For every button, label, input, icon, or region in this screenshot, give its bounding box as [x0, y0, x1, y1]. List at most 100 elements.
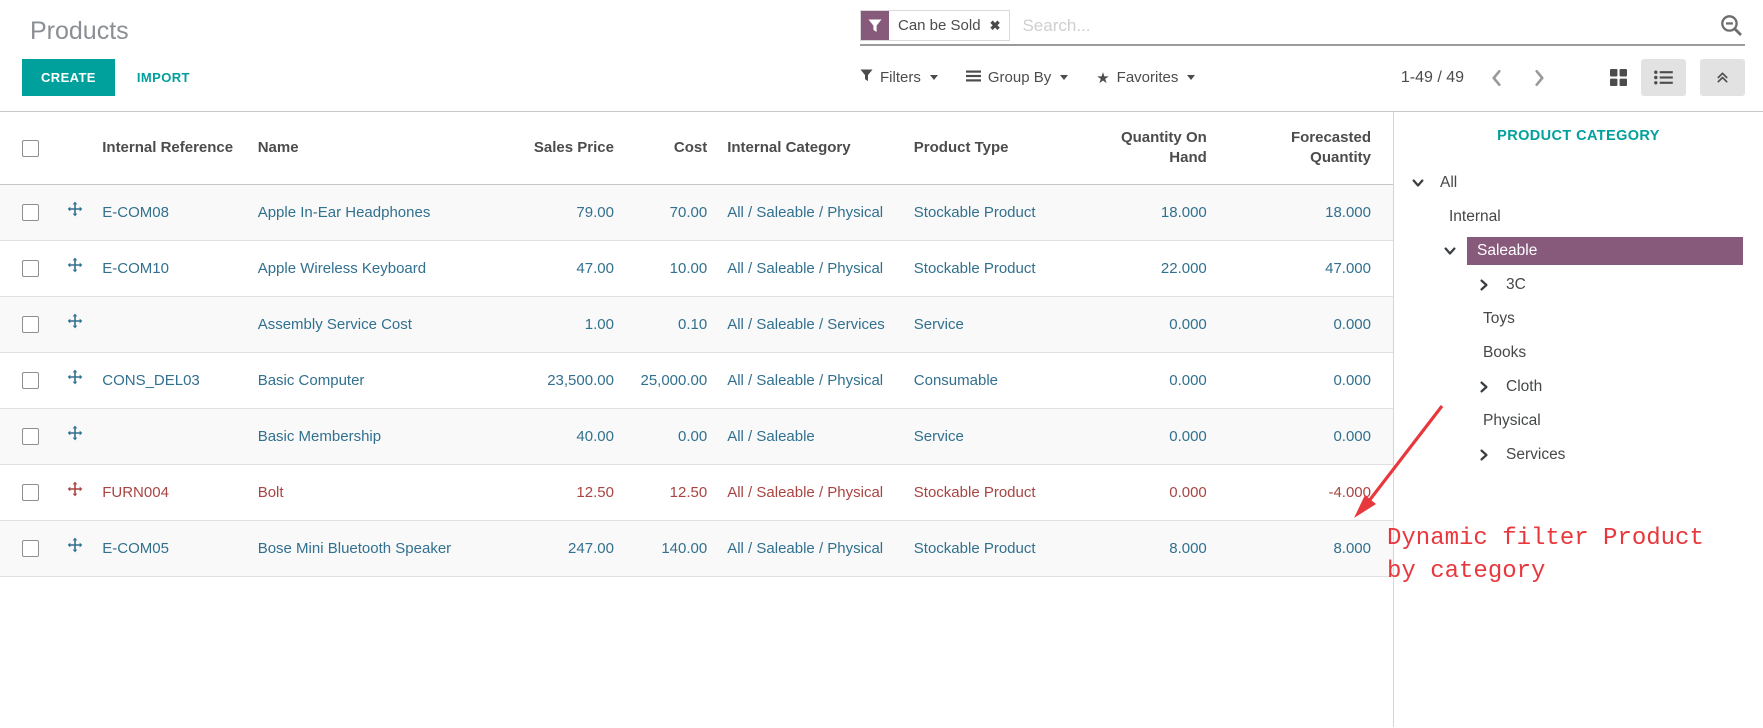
pager-range[interactable]: 1-49 / 49: [1400, 68, 1464, 86]
row-checkbox[interactable]: [22, 428, 39, 446]
list-view-button[interactable]: [1641, 59, 1686, 96]
cell-name: Apple In-Ear Headphones: [257, 203, 431, 221]
filter-funnel-icon: [861, 11, 889, 40]
cell-internal-reference: E-COM08: [102, 203, 169, 221]
filters-menu[interactable]: Filters: [860, 69, 938, 86]
column-header-quantity-on-hand[interactable]: Quantity On Hand: [1079, 112, 1217, 185]
table-row[interactable]: CONS_DEL03 Basic Computer 23,500.00 25,0…: [0, 353, 1393, 409]
bars-icon: [965, 69, 981, 86]
drag-handle-icon[interactable]: [67, 201, 83, 217]
drag-handle-icon[interactable]: [67, 313, 83, 329]
double-chevron-up-icon: [1717, 72, 1728, 83]
table-row[interactable]: E-COM08 Apple In-Ear Headphones 79.00 70…: [0, 184, 1393, 241]
column-header-cost[interactable]: Cost: [623, 112, 718, 185]
search-bar[interactable]: Can be Sold ✖: [860, 10, 1745, 46]
drag-handle-icon[interactable]: [67, 369, 83, 385]
drag-handle-icon[interactable]: [67, 537, 83, 553]
category-item[interactable]: Books: [1394, 336, 1763, 370]
cell-forecasted-quantity: 0.000: [1333, 315, 1371, 333]
category-label: Toys: [1483, 310, 1515, 327]
pager-previous-button[interactable]: [1482, 66, 1511, 90]
drag-handle-icon[interactable]: [67, 425, 83, 441]
category-item[interactable]: Physical: [1394, 404, 1763, 438]
row-checkbox[interactable]: [22, 204, 39, 222]
cell-internal-category: All / Saleable / Physical: [727, 371, 884, 389]
table-row[interactable]: Assembly Service Cost 1.00 0.10 All / Sa…: [0, 296, 1393, 353]
table-row[interactable]: Basic Membership 40.00 0.00 All / Saleab…: [0, 408, 1393, 465]
chevron-icon[interactable]: [1442, 244, 1458, 258]
group-by-menu[interactable]: Group By: [965, 69, 1069, 86]
chevron-icon[interactable]: [1476, 380, 1492, 394]
search-facet[interactable]: Can be Sold ✖: [860, 10, 1011, 41]
facet-remove-icon[interactable]: ✖: [989, 17, 1001, 33]
pager-next-button[interactable]: [1525, 66, 1554, 90]
cell-cost: 0.00: [678, 427, 708, 445]
column-header-name[interactable]: Name: [247, 112, 516, 185]
drag-handle-icon[interactable]: [67, 257, 83, 273]
drag-handle-icon[interactable]: [67, 481, 83, 497]
cell-forecasted-quantity: 18.000: [1325, 203, 1371, 221]
select-all-checkbox[interactable]: [22, 139, 39, 157]
favorites-menu[interactable]: ★ Favorites: [1096, 69, 1196, 87]
cell-product-type: Stockable Product: [913, 259, 1036, 277]
star-icon: ★: [1096, 69, 1110, 87]
facet-label: Can be Sold: [898, 17, 981, 34]
cell-product-type: Stockable Product: [913, 203, 1036, 221]
search-minus-icon[interactable]: [1720, 14, 1743, 37]
cell-forecasted-quantity: 47.000: [1325, 259, 1371, 277]
row-checkbox[interactable]: [22, 260, 39, 278]
sidebar-title: PRODUCT CATEGORY: [1497, 128, 1660, 144]
cell-quantity-on-hand: 0.000: [1169, 315, 1207, 333]
table-row[interactable]: E-COM05 Bose Mini Bluetooth Speaker 247.…: [0, 520, 1393, 577]
row-checkbox[interactable]: [22, 484, 39, 502]
cell-internal-category: All / Saleable / Physical: [727, 203, 884, 221]
cell-internal-category: All / Saleable / Services: [727, 315, 885, 333]
cell-internal-category: All / Saleable / Physical: [727, 483, 884, 501]
chevron-icon[interactable]: [1476, 278, 1492, 292]
category-item[interactable]: All: [1394, 166, 1763, 200]
row-checkbox[interactable]: [22, 540, 39, 558]
cell-internal-reference: [92, 409, 247, 465]
table-row[interactable]: E-COM10 Apple Wireless Keyboard 47.00 10…: [0, 241, 1393, 297]
import-button[interactable]: IMPORT: [136, 70, 190, 85]
column-header-internal-category[interactable]: Internal Category: [717, 112, 904, 185]
category-label: Internal: [1449, 208, 1501, 225]
cell-internal-reference: E-COM10: [102, 259, 169, 277]
cell-internal-reference: [92, 297, 247, 353]
column-header-sales-price[interactable]: Sales Price: [515, 112, 624, 185]
category-item[interactable]: Toys: [1394, 302, 1763, 336]
category-item[interactable]: Saleable: [1394, 234, 1763, 268]
cell-cost: 10.00: [669, 259, 708, 277]
chevron-icon[interactable]: [1410, 176, 1426, 190]
cell-quantity-on-hand: 0.000: [1169, 371, 1207, 389]
row-checkbox[interactable]: [22, 372, 39, 390]
column-header-product-type[interactable]: Product Type: [903, 112, 1080, 185]
handle-column-header: [57, 112, 93, 185]
cell-name: Apple Wireless Keyboard: [257, 259, 427, 277]
list-icon: [1654, 70, 1673, 85]
category-item[interactable]: Cloth: [1394, 370, 1763, 404]
kanban-view-button[interactable]: [1596, 59, 1641, 96]
category-item[interactable]: Internal: [1394, 200, 1763, 234]
column-header-forecasted-quantity[interactable]: Forecasted Quantity: [1216, 112, 1393, 185]
cell-sales-price: 1.00: [584, 315, 614, 333]
collapse-panel-button[interactable]: [1700, 59, 1745, 96]
cell-sales-price: 47.00: [576, 259, 614, 277]
cell-name: Bolt: [257, 483, 284, 501]
category-item[interactable]: Services: [1394, 438, 1763, 472]
cell-name: Basic Computer: [257, 371, 365, 389]
cell-cost: 0.10: [678, 315, 708, 333]
table-row[interactable]: FURN004 Bolt 12.50 12.50 All / Saleable …: [0, 465, 1393, 521]
column-header-internal-reference[interactable]: Internal Reference: [92, 112, 248, 185]
create-button[interactable]: CREATE: [22, 59, 115, 96]
cell-product-type: Consumable: [913, 371, 998, 389]
category-item[interactable]: 3C: [1394, 268, 1763, 302]
search-input[interactable]: [1022, 15, 1712, 36]
row-checkbox[interactable]: [22, 316, 39, 334]
funnel-icon: [860, 69, 873, 86]
cell-quantity-on-hand: 0.000: [1169, 427, 1207, 445]
category-label: Physical: [1483, 412, 1541, 429]
cell-name: Assembly Service Cost: [257, 315, 412, 333]
cell-forecasted-quantity: 8.000: [1333, 539, 1371, 557]
chevron-icon[interactable]: [1476, 448, 1492, 462]
